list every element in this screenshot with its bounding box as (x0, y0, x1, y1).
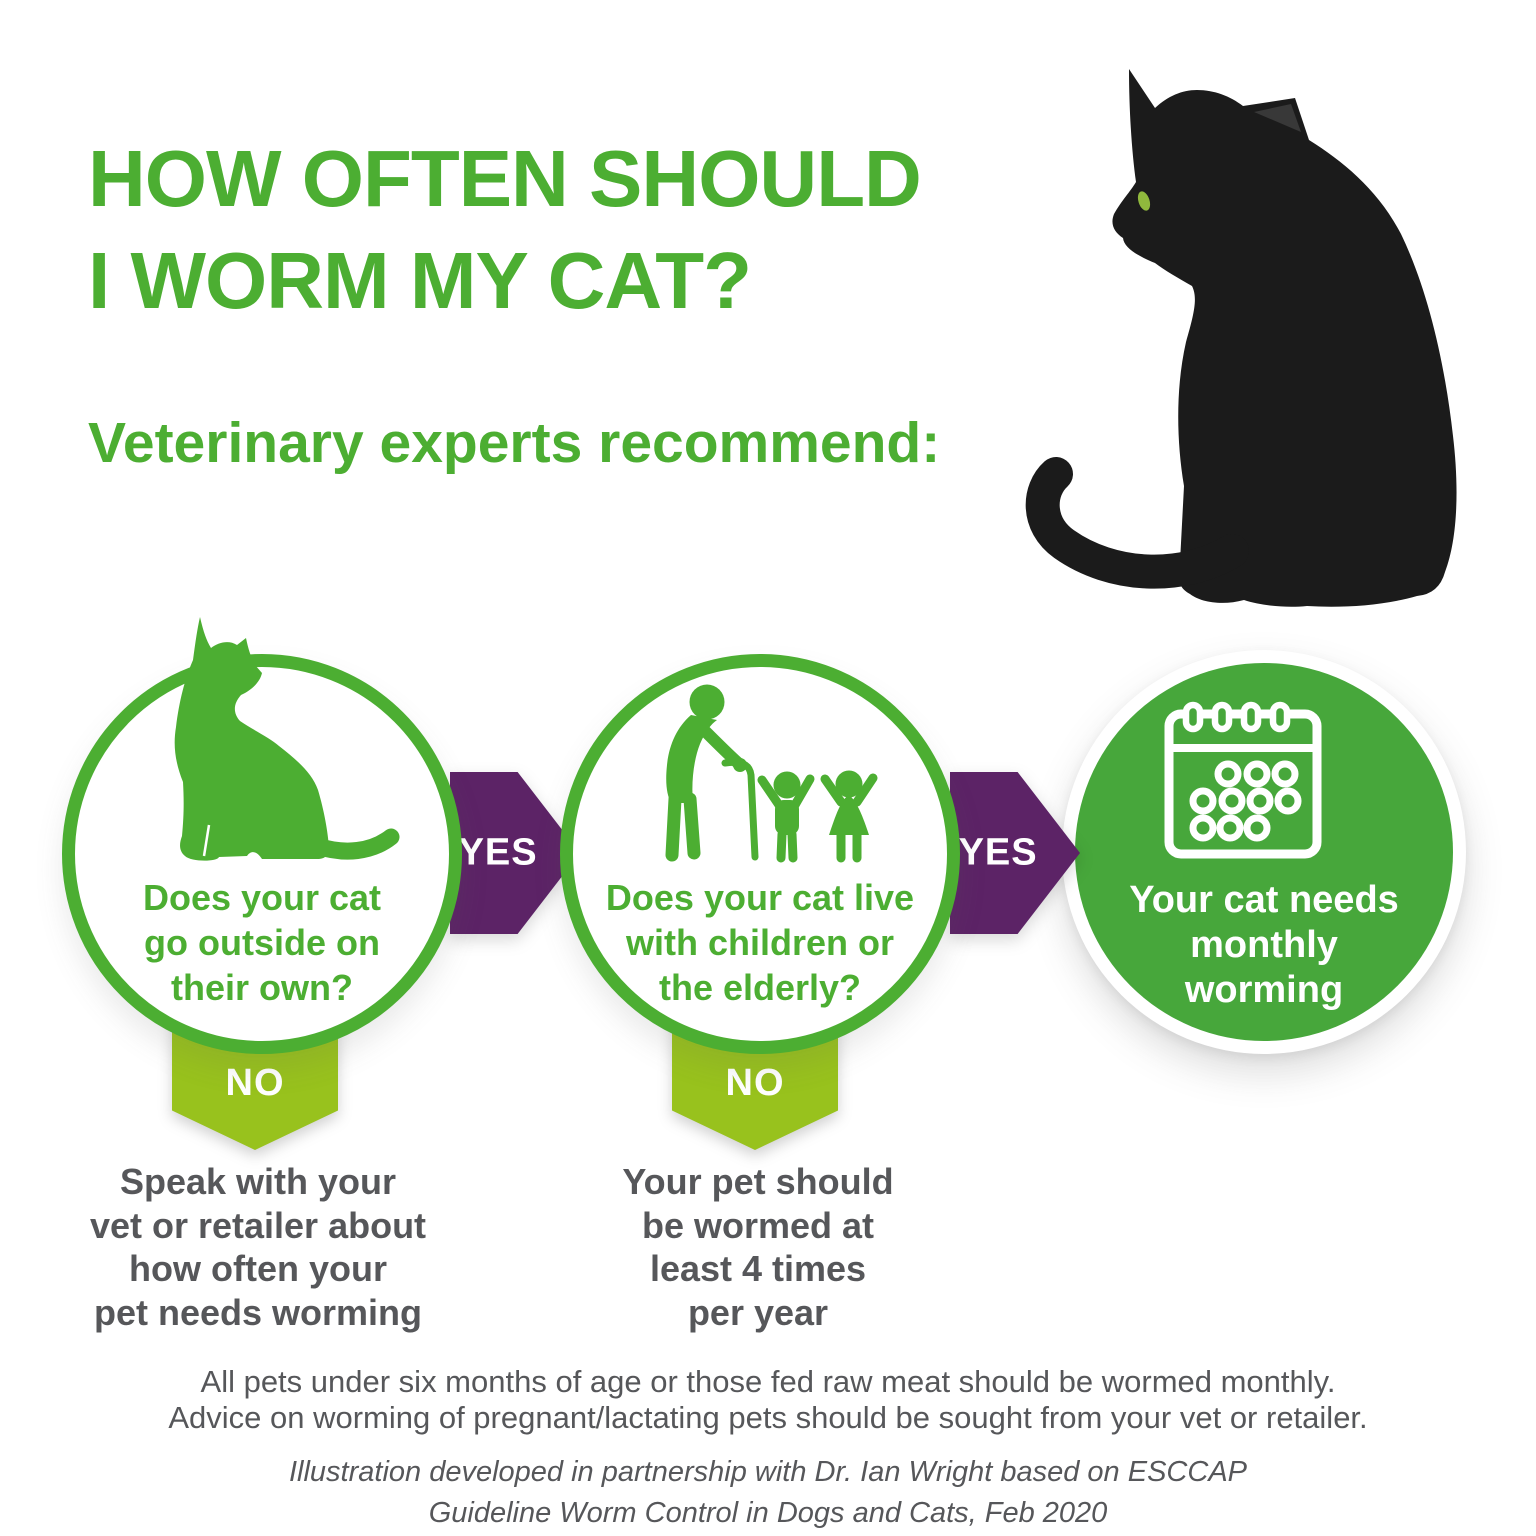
no-label-1: NO (225, 1062, 285, 1104)
credit-line: Illustration developed in partnership wi… (288, 1456, 1248, 1488)
outcome-line: per year (687, 1291, 829, 1333)
outcome-text-2: Your pet should be wormed at least 4 tim… (528, 1160, 988, 1334)
yes-label-2: YES (958, 831, 1038, 874)
yes-arrow-2: YES (950, 772, 1080, 934)
yes-arrow-1: YES (450, 772, 580, 934)
yes-arrow-shape: YES (950, 772, 1080, 934)
credit: Illustration developed in partnership wi… (0, 1452, 1536, 1533)
black-cat-tail (1025, 457, 1249, 589)
outcome-text-1: Speak with your vet or retailer about ho… (28, 1160, 488, 1334)
cat-silhouette-icon (174, 617, 400, 861)
footnote-line: All pets under six months of age or thos… (200, 1364, 1336, 1399)
result-line: worming (1184, 968, 1344, 1011)
question-2-text: Does your cat live with children or the … (560, 875, 960, 1010)
question-line: with children or (625, 922, 894, 963)
outcome-line: pet needs worming (93, 1291, 423, 1333)
outcome-line: how often your (129, 1248, 387, 1290)
question-line: the elderly? (658, 967, 862, 1008)
outcome-line: least 4 times (649, 1248, 867, 1290)
outcome-line: vet or retailer about (89, 1204, 427, 1246)
question-line: Does your cat live (605, 877, 915, 918)
footnote: All pets under six months of age or thos… (0, 1364, 1536, 1436)
outcome-line: Speak with your (119, 1161, 397, 1202)
question-line: their own? (171, 967, 353, 1008)
page-title-line2: I WORM MY CAT? (88, 235, 752, 325)
question-line: Does your cat (142, 877, 382, 918)
result-circle: Your cat needs monthly worming (1062, 650, 1466, 1054)
cat-ear-inner (1254, 104, 1301, 132)
subtitle: Veterinary experts recommend: (88, 411, 941, 475)
result-line: monthly (1190, 923, 1338, 966)
result-line: Your cat needs (1129, 879, 1399, 921)
calendar-icon (1164, 701, 1322, 859)
black-cat-photo (1025, 69, 1457, 607)
footnote-line: Advice on worming of pregnant/lactating … (168, 1399, 1368, 1435)
result-text: Your cat needs monthly worming (1062, 878, 1466, 1012)
black-cat-body (1112, 69, 1457, 607)
question-1-text: Does your cat go outside on their own? (62, 875, 462, 1010)
cat-eye (1137, 191, 1151, 211)
credit-line: Guideline Worm Control in Dogs and Cats,… (428, 1496, 1108, 1529)
elderly-and-children-icon (665, 684, 878, 863)
no-label-2: NO (725, 1062, 785, 1104)
question-circle-1: Does your cat go outside on their own? (62, 617, 462, 1054)
page-title: HOW OFTEN SHOULD I WORM MY CAT? (88, 128, 922, 331)
yes-label-1: YES (458, 831, 538, 874)
page-title-line1: HOW OFTEN SHOULD (88, 134, 922, 223)
outcome-line: be wormed at (641, 1204, 875, 1246)
question-circle-2: Does your cat live with children or the … (560, 654, 960, 1054)
outcome-line: Your pet should (622, 1161, 894, 1202)
question-line: go outside on (144, 922, 380, 963)
